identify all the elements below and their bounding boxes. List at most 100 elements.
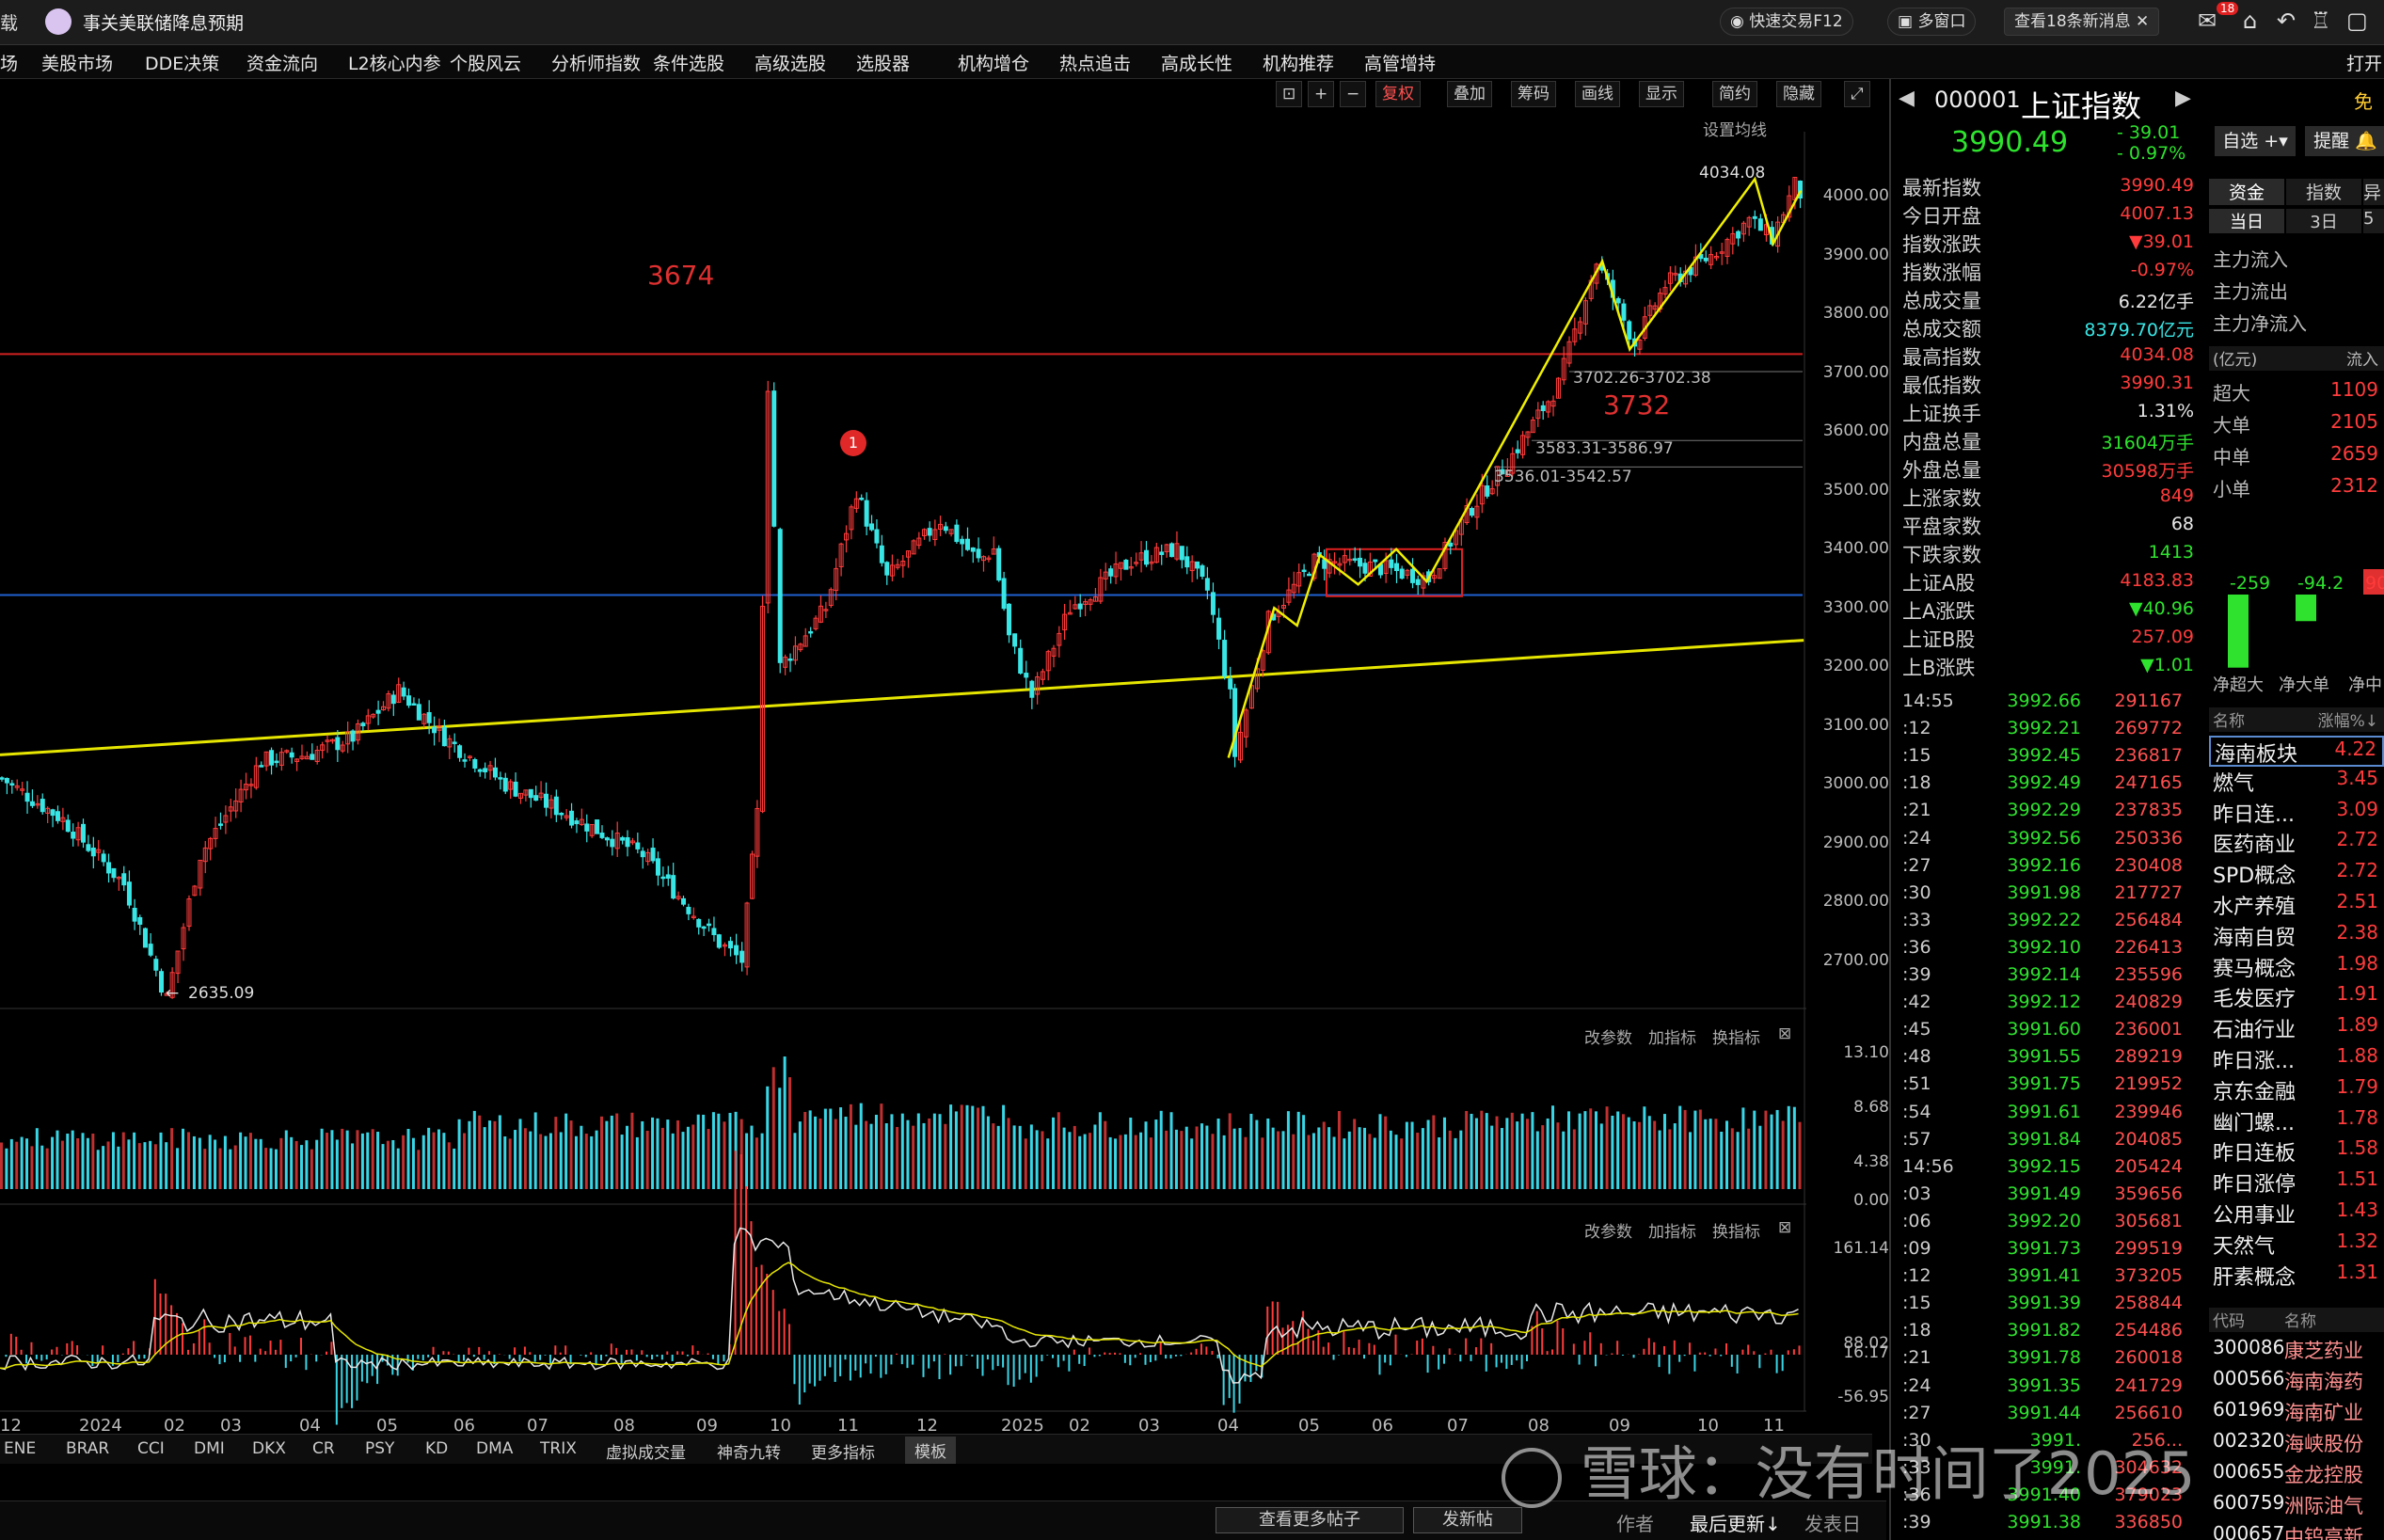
reply-date-header[interactable]: 发表日 bbox=[1804, 1513, 1861, 1535]
menu-item[interactable]: 热点追击 bbox=[1059, 54, 1132, 74]
indicator-tab[interactable]: KD bbox=[425, 1439, 449, 1458]
sector-row[interactable]: 毛发医疗 1.91 bbox=[2209, 982, 2384, 1013]
close-icon[interactable]: ⊠ bbox=[1778, 1218, 1792, 1237]
menu-item[interactable]: 机构增仓 bbox=[958, 54, 1030, 74]
sector-row[interactable]: 水产养殖 2.51 bbox=[2209, 890, 2384, 921]
quick-trade-button[interactable]: ◉ 快速交易F12 bbox=[1720, 8, 1853, 36]
back-icon[interactable]: ↶ bbox=[2277, 8, 2297, 34]
messages-button[interactable]: 查看18条新消息 ✕ bbox=[2004, 8, 2160, 36]
change-params-link[interactable]: 改参数 bbox=[1584, 1029, 1632, 1048]
switch-indicator-link[interactable]: 换指标 bbox=[1712, 1029, 1760, 1048]
bag-icon[interactable]: ▢ bbox=[2346, 8, 2368, 34]
today-tab[interactable]: 当日 bbox=[2209, 209, 2284, 233]
indicator-tab[interactable]: DKX bbox=[252, 1439, 286, 1458]
menu-item[interactable]: 分析师指数 bbox=[551, 54, 642, 74]
menu-item[interactable]: 条件选股 bbox=[653, 54, 725, 74]
sector-row[interactable]: 昨日涨停 1.51 bbox=[2209, 1167, 2384, 1199]
stock-row[interactable]: 601969 海南矿业 bbox=[2209, 1398, 2384, 1429]
kline-chart[interactable] bbox=[0, 79, 1887, 1434]
sector-row[interactable]: 昨日连板 1.58 bbox=[2209, 1136, 2384, 1167]
draw-button[interactable]: 画线 bbox=[1575, 81, 1620, 107]
indicator-tab[interactable]: TRIX bbox=[540, 1439, 577, 1458]
sector-row[interactable]: 公用事业 1.43 bbox=[2209, 1199, 2384, 1230]
indicator-tab[interactable]: ENE bbox=[4, 1439, 37, 1458]
sector-row[interactable]: 海南板块 4.22 bbox=[2209, 736, 2384, 767]
last-update-header[interactable]: 最后更新↓ bbox=[1690, 1513, 1781, 1535]
sector-row[interactable]: 石油行业 1.89 bbox=[2209, 1013, 2384, 1044]
sector-row[interactable]: 昨日涨... 1.88 bbox=[2209, 1044, 2384, 1075]
menu-item[interactable]: 机构推荐 bbox=[1263, 54, 1335, 74]
menu-item[interactable]: 美股市场 bbox=[41, 54, 114, 74]
fuquan-button[interactable]: 复权 bbox=[1375, 81, 1421, 107]
sector-row[interactable]: 京东金融 1.79 bbox=[2209, 1075, 2384, 1106]
menu-item[interactable]: 打开 bbox=[2346, 54, 2383, 74]
add-indicator-link[interactable]: 加指标 bbox=[1648, 1029, 1696, 1048]
home-icon[interactable]: ⌂ bbox=[2243, 8, 2258, 34]
fullscreen-icon[interactable]: ⤢ bbox=[1844, 81, 1870, 107]
alert-button[interactable]: 提醒 🔔 bbox=[2305, 126, 2384, 156]
indicator-tab-active[interactable]: 模板 bbox=[905, 1437, 956, 1464]
chips-button[interactable]: 筹码 bbox=[1511, 81, 1556, 107]
set-ma-link[interactable]: 设置均线 bbox=[1703, 121, 1767, 140]
menu-item[interactable]: 高级选股 bbox=[755, 54, 827, 74]
close-icon[interactable]: ⊠ bbox=[1778, 1024, 1792, 1043]
sector-row[interactable]: 燃气 3.45 bbox=[2209, 767, 2384, 798]
free-label[interactable]: 免 bbox=[2354, 90, 2373, 113]
menu-item[interactable]: 高成长性 bbox=[1161, 54, 1233, 74]
5day-tab[interactable]: 5 bbox=[2363, 209, 2384, 233]
stock-row[interactable]: 300086 康芝药业 bbox=[2209, 1336, 2384, 1367]
lock-icon[interactable]: ⊡ bbox=[1276, 81, 1303, 107]
sector-row[interactable]: 赛马概念 1.98 bbox=[2209, 952, 2384, 983]
change-params-link[interactable]: 改参数 bbox=[1584, 1223, 1632, 1242]
author-header[interactable]: 作者 bbox=[1616, 1513, 1654, 1535]
3day-tab[interactable]: 3日 bbox=[2286, 209, 2361, 233]
menu-item[interactable]: 资金流向 bbox=[246, 54, 319, 74]
indicator-tab[interactable]: 更多指标 bbox=[811, 1444, 875, 1463]
menu-item[interactable]: 场 bbox=[0, 54, 19, 74]
indicator-tab[interactable]: DMA bbox=[476, 1439, 514, 1458]
mail-icon[interactable]: ✉ bbox=[2198, 8, 2217, 34]
prev-stock-icon[interactable]: ◀ bbox=[1899, 87, 1915, 110]
stock-row[interactable]: 000657 中钨高新 bbox=[2209, 1522, 2384, 1540]
news-headline[interactable]: 事关美联储降息预期 bbox=[83, 13, 245, 34]
indicator-tab[interactable]: CCI bbox=[137, 1439, 165, 1458]
more-posts-button[interactable]: 查看更多帖子 bbox=[1216, 1507, 1404, 1533]
menu-item[interactable]: 选股器 bbox=[856, 54, 911, 74]
stock-row[interactable]: 000655 金龙控股 bbox=[2209, 1460, 2384, 1491]
stock-row[interactable]: 600759 洲际油气 bbox=[2209, 1491, 2384, 1522]
new-post-button[interactable]: 发新帖 bbox=[1413, 1507, 1522, 1533]
display-button[interactable]: 显示 bbox=[1639, 81, 1684, 107]
other-tab[interactable]: 异 bbox=[2363, 179, 2384, 205]
shirt-icon[interactable]: ♖ bbox=[2311, 8, 2331, 34]
hide-button[interactable]: 隐藏 bbox=[1776, 81, 1821, 107]
zoom-out-icon[interactable]: − bbox=[1340, 81, 1367, 107]
indicator-tab[interactable]: 神奇九转 bbox=[717, 1444, 781, 1463]
watchlist-button[interactable]: 自选 +▾ bbox=[2215, 126, 2296, 156]
zoom-in-icon[interactable]: + bbox=[1308, 81, 1335, 107]
multi-window-button[interactable]: ▣ 多窗口 bbox=[1887, 8, 1977, 36]
indicator-tab[interactable]: CR bbox=[312, 1439, 335, 1458]
indicator-tab[interactable]: DMI bbox=[194, 1439, 225, 1458]
menu-item[interactable]: DDE决策 bbox=[145, 54, 220, 74]
indicator-tab[interactable]: BRAR bbox=[66, 1439, 110, 1458]
sector-row[interactable]: 幽门螺... 1.78 bbox=[2209, 1106, 2384, 1137]
indicator-tab[interactable]: 虚拟成交量 bbox=[606, 1444, 686, 1463]
index-tab[interactable]: 指数 bbox=[2286, 179, 2361, 205]
simple-button[interactable]: 简约 bbox=[1712, 81, 1757, 107]
sector-row[interactable]: 海南自贸 2.38 bbox=[2209, 921, 2384, 952]
event-marker[interactable]: 1 bbox=[840, 430, 866, 456]
sector-row[interactable]: 肝素概念 1.31 bbox=[2209, 1261, 2384, 1292]
switch-indicator-link[interactable]: 换指标 bbox=[1712, 1223, 1760, 1242]
next-stock-icon[interactable]: ▶ bbox=[2175, 87, 2191, 110]
sector-row[interactable]: 天然气 1.32 bbox=[2209, 1230, 2384, 1261]
fund-tab[interactable]: 资金 bbox=[2209, 179, 2284, 205]
indicator-tab[interactable]: PSY bbox=[365, 1439, 395, 1458]
stock-row[interactable]: 002320 海峡股份 bbox=[2209, 1429, 2384, 1460]
sector-row[interactable]: SPD概念 2.72 bbox=[2209, 859, 2384, 890]
left-tab[interactable]: 载 bbox=[0, 13, 19, 34]
sector-row[interactable]: 昨日连... 3.09 bbox=[2209, 798, 2384, 829]
close-icon[interactable]: ✕ bbox=[2136, 12, 2150, 31]
stock-row[interactable]: 000566 海南海药 bbox=[2209, 1367, 2384, 1398]
sector-row[interactable]: 医药商业 2.72 bbox=[2209, 828, 2384, 859]
overlay-button[interactable]: 叠加 bbox=[1447, 81, 1492, 107]
